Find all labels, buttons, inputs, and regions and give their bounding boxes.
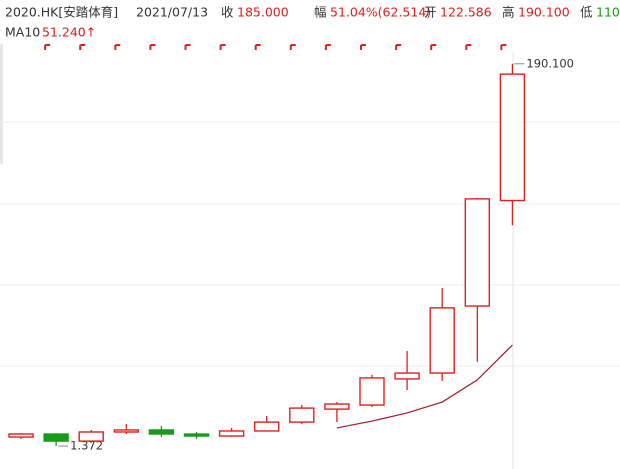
info-value: 51.04%(62.514) (330, 5, 431, 20)
event-marker (324, 44, 331, 50)
candle-body (183, 433, 210, 437)
candle-body (289, 407, 315, 423)
event-marker (430, 44, 437, 50)
event-marker (184, 44, 191, 50)
event-marker (114, 44, 121, 50)
info-label: 低 (580, 5, 593, 20)
event-marker (465, 44, 472, 50)
event-marker (219, 44, 226, 50)
info-value: 185.000 (237, 5, 289, 20)
info-label: 收 (221, 5, 234, 20)
scroll-edge (0, 44, 3, 164)
candle-body (113, 429, 140, 433)
event-marker (360, 44, 366, 50)
candle-body (394, 372, 420, 380)
info-value: 110 (596, 5, 620, 20)
event-marker (44, 44, 51, 50)
info-label: 高 (502, 5, 515, 20)
low-label: 1.372 (70, 439, 103, 453)
chart-title: 2020.HK[安踏体育] (5, 5, 118, 20)
info-label: 幅 (314, 5, 327, 20)
info-label: 开 (424, 5, 437, 20)
event-marker (79, 44, 86, 50)
candle-body (464, 198, 490, 307)
date: 2021/07/13 (136, 5, 208, 20)
event-marker (254, 44, 261, 50)
event-marker (289, 44, 296, 50)
candle-body (218, 430, 245, 437)
legend-value: 51.240↑ (42, 25, 96, 40)
high-label: 190.100 (526, 56, 574, 70)
info-value: 122.586 (440, 5, 492, 20)
candle-body (8, 433, 34, 438)
candle-body (429, 307, 455, 374)
info-value: 190.100 (518, 5, 570, 20)
event-marker (149, 44, 156, 50)
candle-body (499, 73, 526, 202)
legend-name: MA10 (5, 25, 40, 40)
event-marker (500, 44, 507, 50)
candle-body (43, 433, 69, 442)
candle-body (324, 403, 350, 410)
event-marker (395, 44, 402, 50)
candle-body (253, 421, 280, 432)
ma-line (336, 344, 513, 429)
candle-body (78, 431, 104, 442)
candle-body (359, 377, 385, 406)
candle-body (148, 429, 175, 435)
